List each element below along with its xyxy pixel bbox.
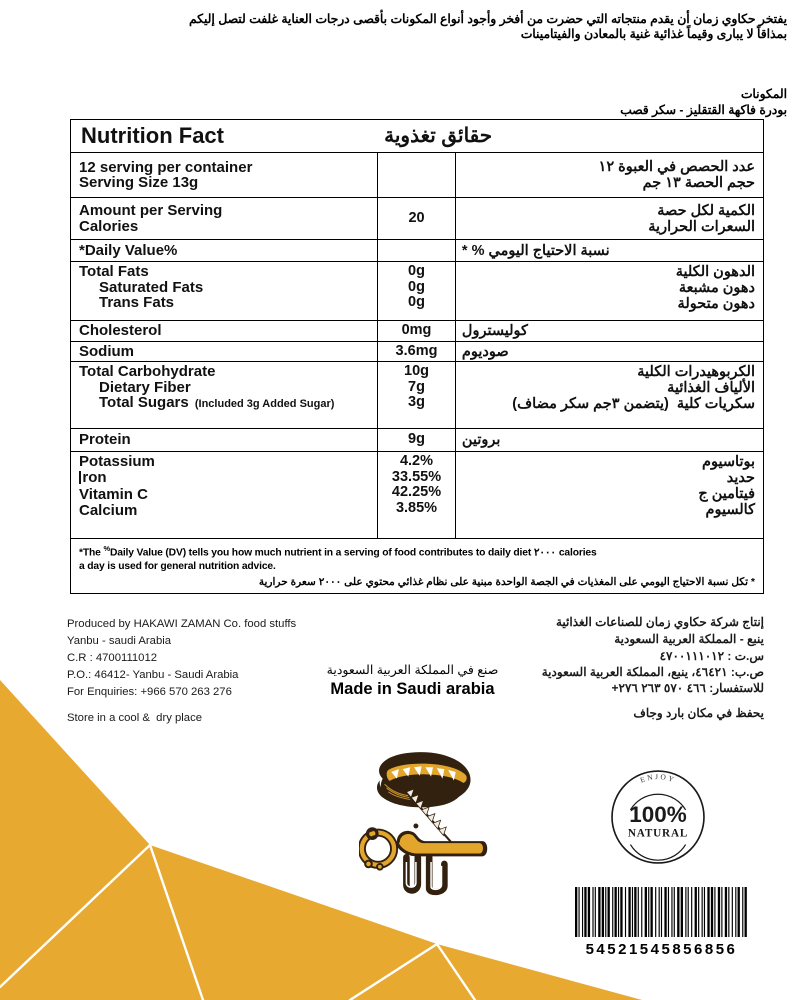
svg-text:NATURAL: NATURAL: [628, 827, 688, 839]
svg-text:ENJOY: ENJOY: [639, 772, 677, 785]
svg-text:100%: 100%: [629, 802, 686, 827]
